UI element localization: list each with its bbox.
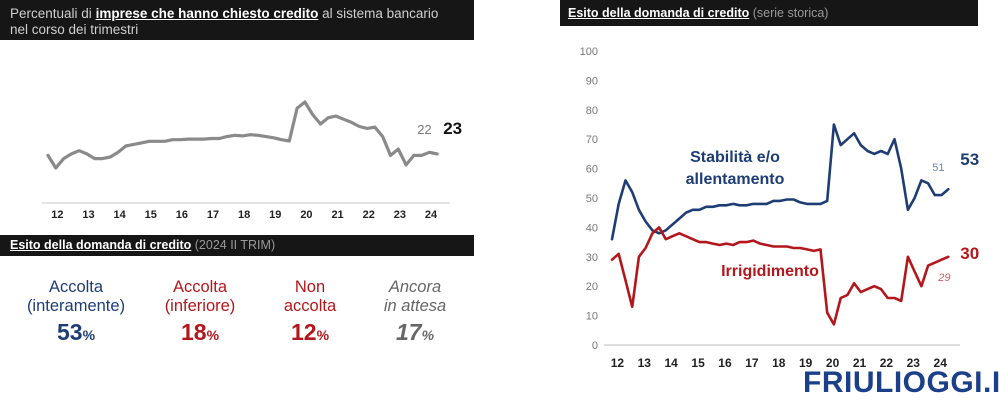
right-x-tick-label: 23	[907, 356, 921, 370]
right-x-tick-label: 12	[611, 356, 625, 370]
irrigidimento-line	[610, 226, 950, 326]
esito-trimestre-header: Esito della domanda di credito (2024 II …	[0, 235, 474, 256]
outcome-non-accolta: Non accolta 12%	[260, 278, 360, 346]
red-end-label-small: 29	[937, 272, 950, 284]
right-y-tick-label: 40	[586, 222, 598, 234]
header-text-line2: nel corso dei trimestri	[10, 21, 139, 37]
outcome-percent: 18%	[180, 319, 220, 345]
blue-series-label-line1: Stabilità e/o	[690, 149, 780, 166]
outcome-line1: Non	[294, 278, 326, 296]
header-text-pre: Percentuali di	[10, 6, 96, 21]
right-y-tick-label: 10	[586, 311, 598, 323]
logo-part3: .IT	[983, 366, 1000, 399]
esito-header-bold: Esito della domanda di credito	[10, 238, 192, 252]
left-x-tick-label: 12	[51, 209, 63, 221]
left-x-tick-label: 17	[207, 209, 219, 221]
outcome-line2: (inferiore)	[164, 297, 236, 315]
outcome-ancora-in-attesa: Ancora in attesa 17%	[360, 278, 470, 346]
header-text-bold: imprese che hanno chiesto credito	[95, 6, 319, 21]
outcome-line1: Ancora	[388, 278, 442, 296]
right-x-tick-label: 17	[745, 356, 759, 370]
blue-series-label-line2: allentamento	[686, 171, 785, 188]
right-y-tick-label: 100	[580, 46, 598, 58]
right-x-tick-label: 15	[691, 356, 705, 370]
end-label-small: 22	[417, 122, 431, 137]
outcome-line2: accolta	[283, 297, 337, 315]
imprese-credito-line	[46, 100, 439, 170]
outcome-line1: Accolta	[172, 278, 228, 296]
esito-header-sub: (2024 II TRIM)	[191, 238, 276, 252]
right-y-tick-label: 70	[586, 134, 598, 146]
red-series-label: Irrigidimento	[721, 263, 819, 280]
serie-storica-header: Esito della domanda di credito (serie st…	[560, 0, 978, 26]
serie-header-bold: Esito della domanda di credito	[568, 6, 750, 20]
left-x-tick-label: 22	[363, 209, 375, 221]
end-label-big: 23	[443, 119, 462, 138]
header-text-post: al sistema bancario	[318, 6, 439, 21]
right-y-tick-label: 60	[586, 164, 598, 176]
left-x-tick-label: 21	[331, 209, 343, 221]
outcome-line2: (interamente)	[26, 297, 126, 315]
blue-end-label-big: 53	[960, 150, 979, 169]
right-x-tick-label: 16	[718, 356, 732, 370]
left-x-tick-label: 18	[238, 209, 250, 221]
left-x-tick-label: 24	[425, 209, 438, 221]
left-x-tick-label: 16	[176, 209, 188, 221]
logo-part2: OGGI	[902, 366, 983, 399]
right-x-tick-label: 20	[826, 356, 840, 370]
serie-header-sub: (serie storica)	[749, 6, 829, 20]
imprese-credito-header: Percentuali di imprese che hanno chiesto…	[0, 0, 474, 40]
right-x-tick-label: 21	[853, 356, 867, 370]
left-x-tick-label: 20	[300, 209, 312, 221]
right-x-tick-label: 18	[772, 356, 786, 370]
right-axes: 0 10 20 30 40 50 60 70 80 90 100 12 13 14 15 16 17 18 19 20…	[580, 46, 960, 370]
outcome-percent: 12%	[290, 319, 330, 345]
blue-end-label-small: 51	[932, 162, 944, 174]
logo-part1: FRIULI	[803, 366, 903, 399]
left-x-tick-label: 23	[394, 209, 406, 221]
left-x-tick-label: 14	[113, 209, 126, 221]
left-x-axis: 12 13 14 15 16 17 18 19 20 21 22 23 24	[42, 202, 450, 221]
left-x-tick-label: 13	[82, 209, 94, 221]
imprese-credito-chart: 12 13 14 15 16 17 18 19 20 21 22 23 24 22 23	[42, 100, 462, 221]
red-end-label-big: 30	[960, 244, 979, 263]
left-x-tick-label: 15	[145, 209, 157, 221]
outcome-accolta-inferiore: Accolta (inferiore) 18%	[140, 278, 260, 346]
left-x-tick-label: 19	[269, 209, 281, 221]
outcome-line2: in attesa	[383, 297, 447, 315]
friulioggi-logo: FRIULIOGGI.IT	[803, 367, 1000, 399]
stabilita-allentamento-line	[610, 123, 950, 241]
outcome-percent: 53%	[56, 319, 96, 345]
right-x-tick-label: 24	[934, 356, 948, 370]
right-x-tick-label: 14	[665, 356, 679, 370]
right-x-tick-label: 19	[799, 356, 813, 370]
outcome-line1: Accolta	[48, 278, 104, 296]
right-y-tick-label: 50	[586, 193, 598, 205]
right-y-tick-label: 90	[586, 75, 598, 87]
serie-storica-chart: 0 10 20 30 40 50 60 70 80 90 100 12 13 14 15 16 17 18 19 20…	[580, 46, 980, 370]
right-x-tick-label: 13	[638, 356, 652, 370]
right-y-tick-label: 0	[592, 340, 598, 352]
right-y-tick-label: 30	[586, 252, 598, 264]
outcome-accolta-interamente: Accolta (interamente) 53%	[6, 278, 146, 346]
right-y-tick-label: 20	[586, 281, 598, 293]
right-y-tick-label: 80	[586, 105, 598, 117]
outcome-percent: 17%	[395, 319, 435, 345]
right-x-tick-label: 22	[880, 356, 894, 370]
